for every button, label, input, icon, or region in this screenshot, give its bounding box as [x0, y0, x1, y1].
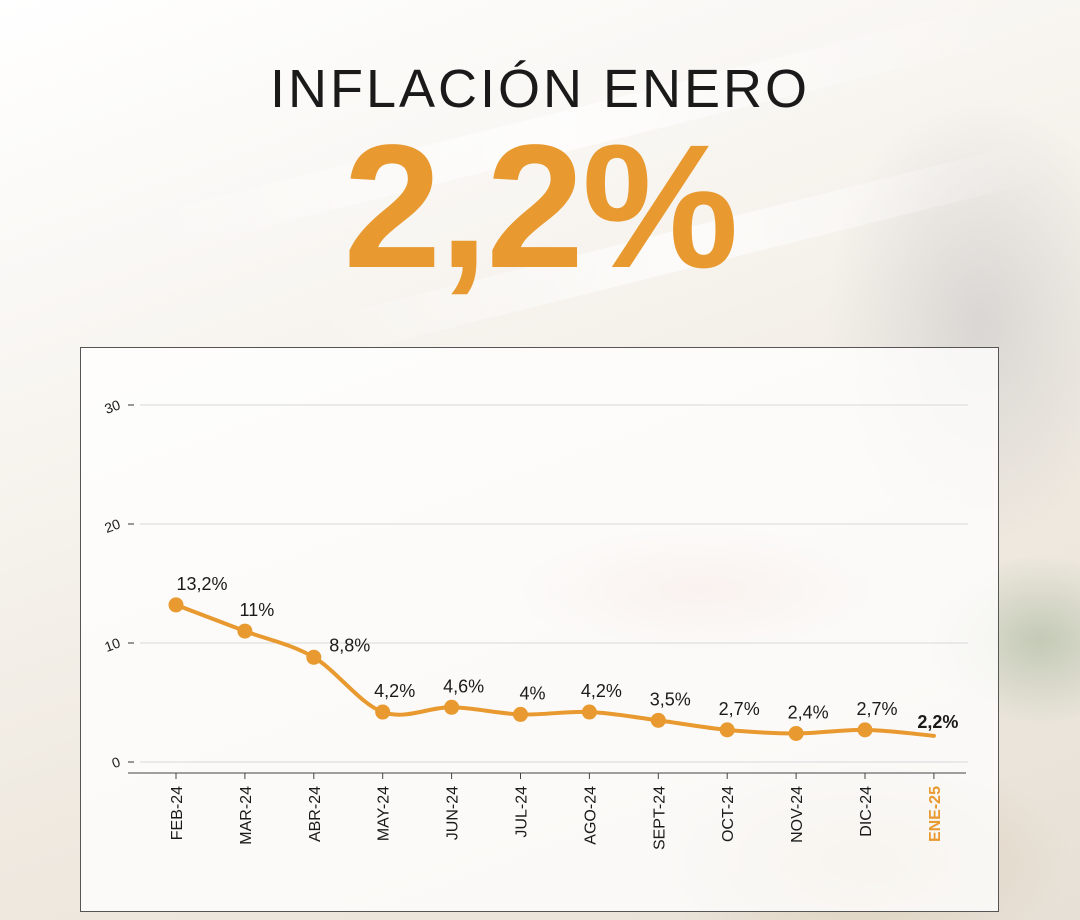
- x-tick-label: MAY-24: [376, 786, 393, 841]
- headline-value: 2,2%: [343, 109, 738, 305]
- data-label: 4,2%: [374, 681, 415, 701]
- x-tick-label: MAR-24: [238, 786, 255, 845]
- data-point: [375, 704, 391, 720]
- y-tick-label: 0: [110, 753, 123, 771]
- data-label: 8,8%: [329, 635, 370, 655]
- page-title: INFLACIÓN ENERO: [269, 59, 811, 119]
- data-label: 4,2%: [581, 681, 622, 701]
- y-tick-label: 20: [102, 515, 122, 535]
- data-label: 2,4%: [788, 702, 829, 722]
- data-point: [719, 722, 735, 738]
- chart-panel: [80, 347, 999, 912]
- data-point: [581, 704, 597, 720]
- data-label: 2,7%: [719, 699, 760, 719]
- y-tick-label: 10: [102, 634, 122, 654]
- x-tick-label: NOV-24: [789, 786, 806, 843]
- data-point: [444, 699, 460, 715]
- x-tick-label: JUL-24: [514, 786, 531, 838]
- data-point: [168, 597, 184, 613]
- x-tick-label: OCT-24: [720, 786, 737, 842]
- x-tick-label: FEB-24: [169, 786, 186, 840]
- x-tick-label: SEPT-24: [651, 786, 668, 850]
- x-tick-label: JUN-24: [445, 786, 462, 840]
- data-label: 13,2%: [176, 574, 227, 594]
- x-tick-label: DIC-24: [858, 786, 875, 837]
- data-point: [650, 712, 666, 728]
- x-tick-label: ABR-24: [307, 786, 324, 842]
- x-tick-label: ENE-25: [927, 786, 944, 842]
- data-label: 4%: [519, 683, 545, 703]
- data-label: 11%: [240, 600, 275, 620]
- x-tick-label: AGO-24: [582, 786, 599, 845]
- data-point: [513, 706, 528, 722]
- data-label: 4,6%: [443, 676, 484, 696]
- data-point: [857, 722, 873, 738]
- data-point: [788, 725, 804, 741]
- data-label: 3,5%: [650, 689, 691, 709]
- data-point: [237, 623, 253, 639]
- data-label: 2,7%: [856, 699, 897, 719]
- y-tick-label: 30: [102, 396, 122, 416]
- data-label: 2,2%: [917, 712, 958, 732]
- data-point: [306, 649, 322, 665]
